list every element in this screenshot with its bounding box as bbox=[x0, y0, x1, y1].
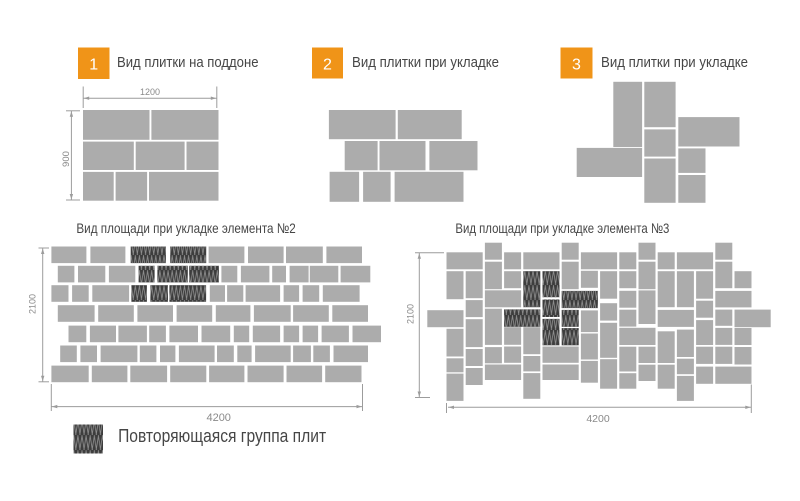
svg-text:Вид площади при укладке элемен: Вид площади при укладке элемента №3 bbox=[455, 220, 669, 236]
svg-text:Вид площади при укладке элемен: Вид площади при укладке элемента №2 bbox=[76, 220, 296, 236]
svg-text:4200: 4200 bbox=[586, 413, 610, 425]
svg-text:2100: 2100 bbox=[406, 304, 416, 324]
svg-text:2: 2 bbox=[323, 57, 332, 74]
svg-text:Вид плитки при укладке: Вид плитки при укладке bbox=[352, 54, 499, 71]
svg-text:Вид плитки на поддоне: Вид плитки на поддоне bbox=[117, 54, 259, 71]
svg-text:Повторяющаяся группа плит: Повторяющаяся группа плит bbox=[118, 426, 326, 446]
svg-text:4200: 4200 bbox=[206, 412, 230, 424]
svg-text:2100: 2100 bbox=[28, 294, 38, 314]
svg-text:900: 900 bbox=[61, 151, 72, 167]
svg-text:Вид плитки при укладке: Вид плитки при укладке bbox=[601, 54, 748, 71]
svg-text:3: 3 bbox=[572, 57, 581, 74]
svg-text:1: 1 bbox=[89, 57, 98, 74]
svg-text:1200: 1200 bbox=[140, 87, 160, 97]
